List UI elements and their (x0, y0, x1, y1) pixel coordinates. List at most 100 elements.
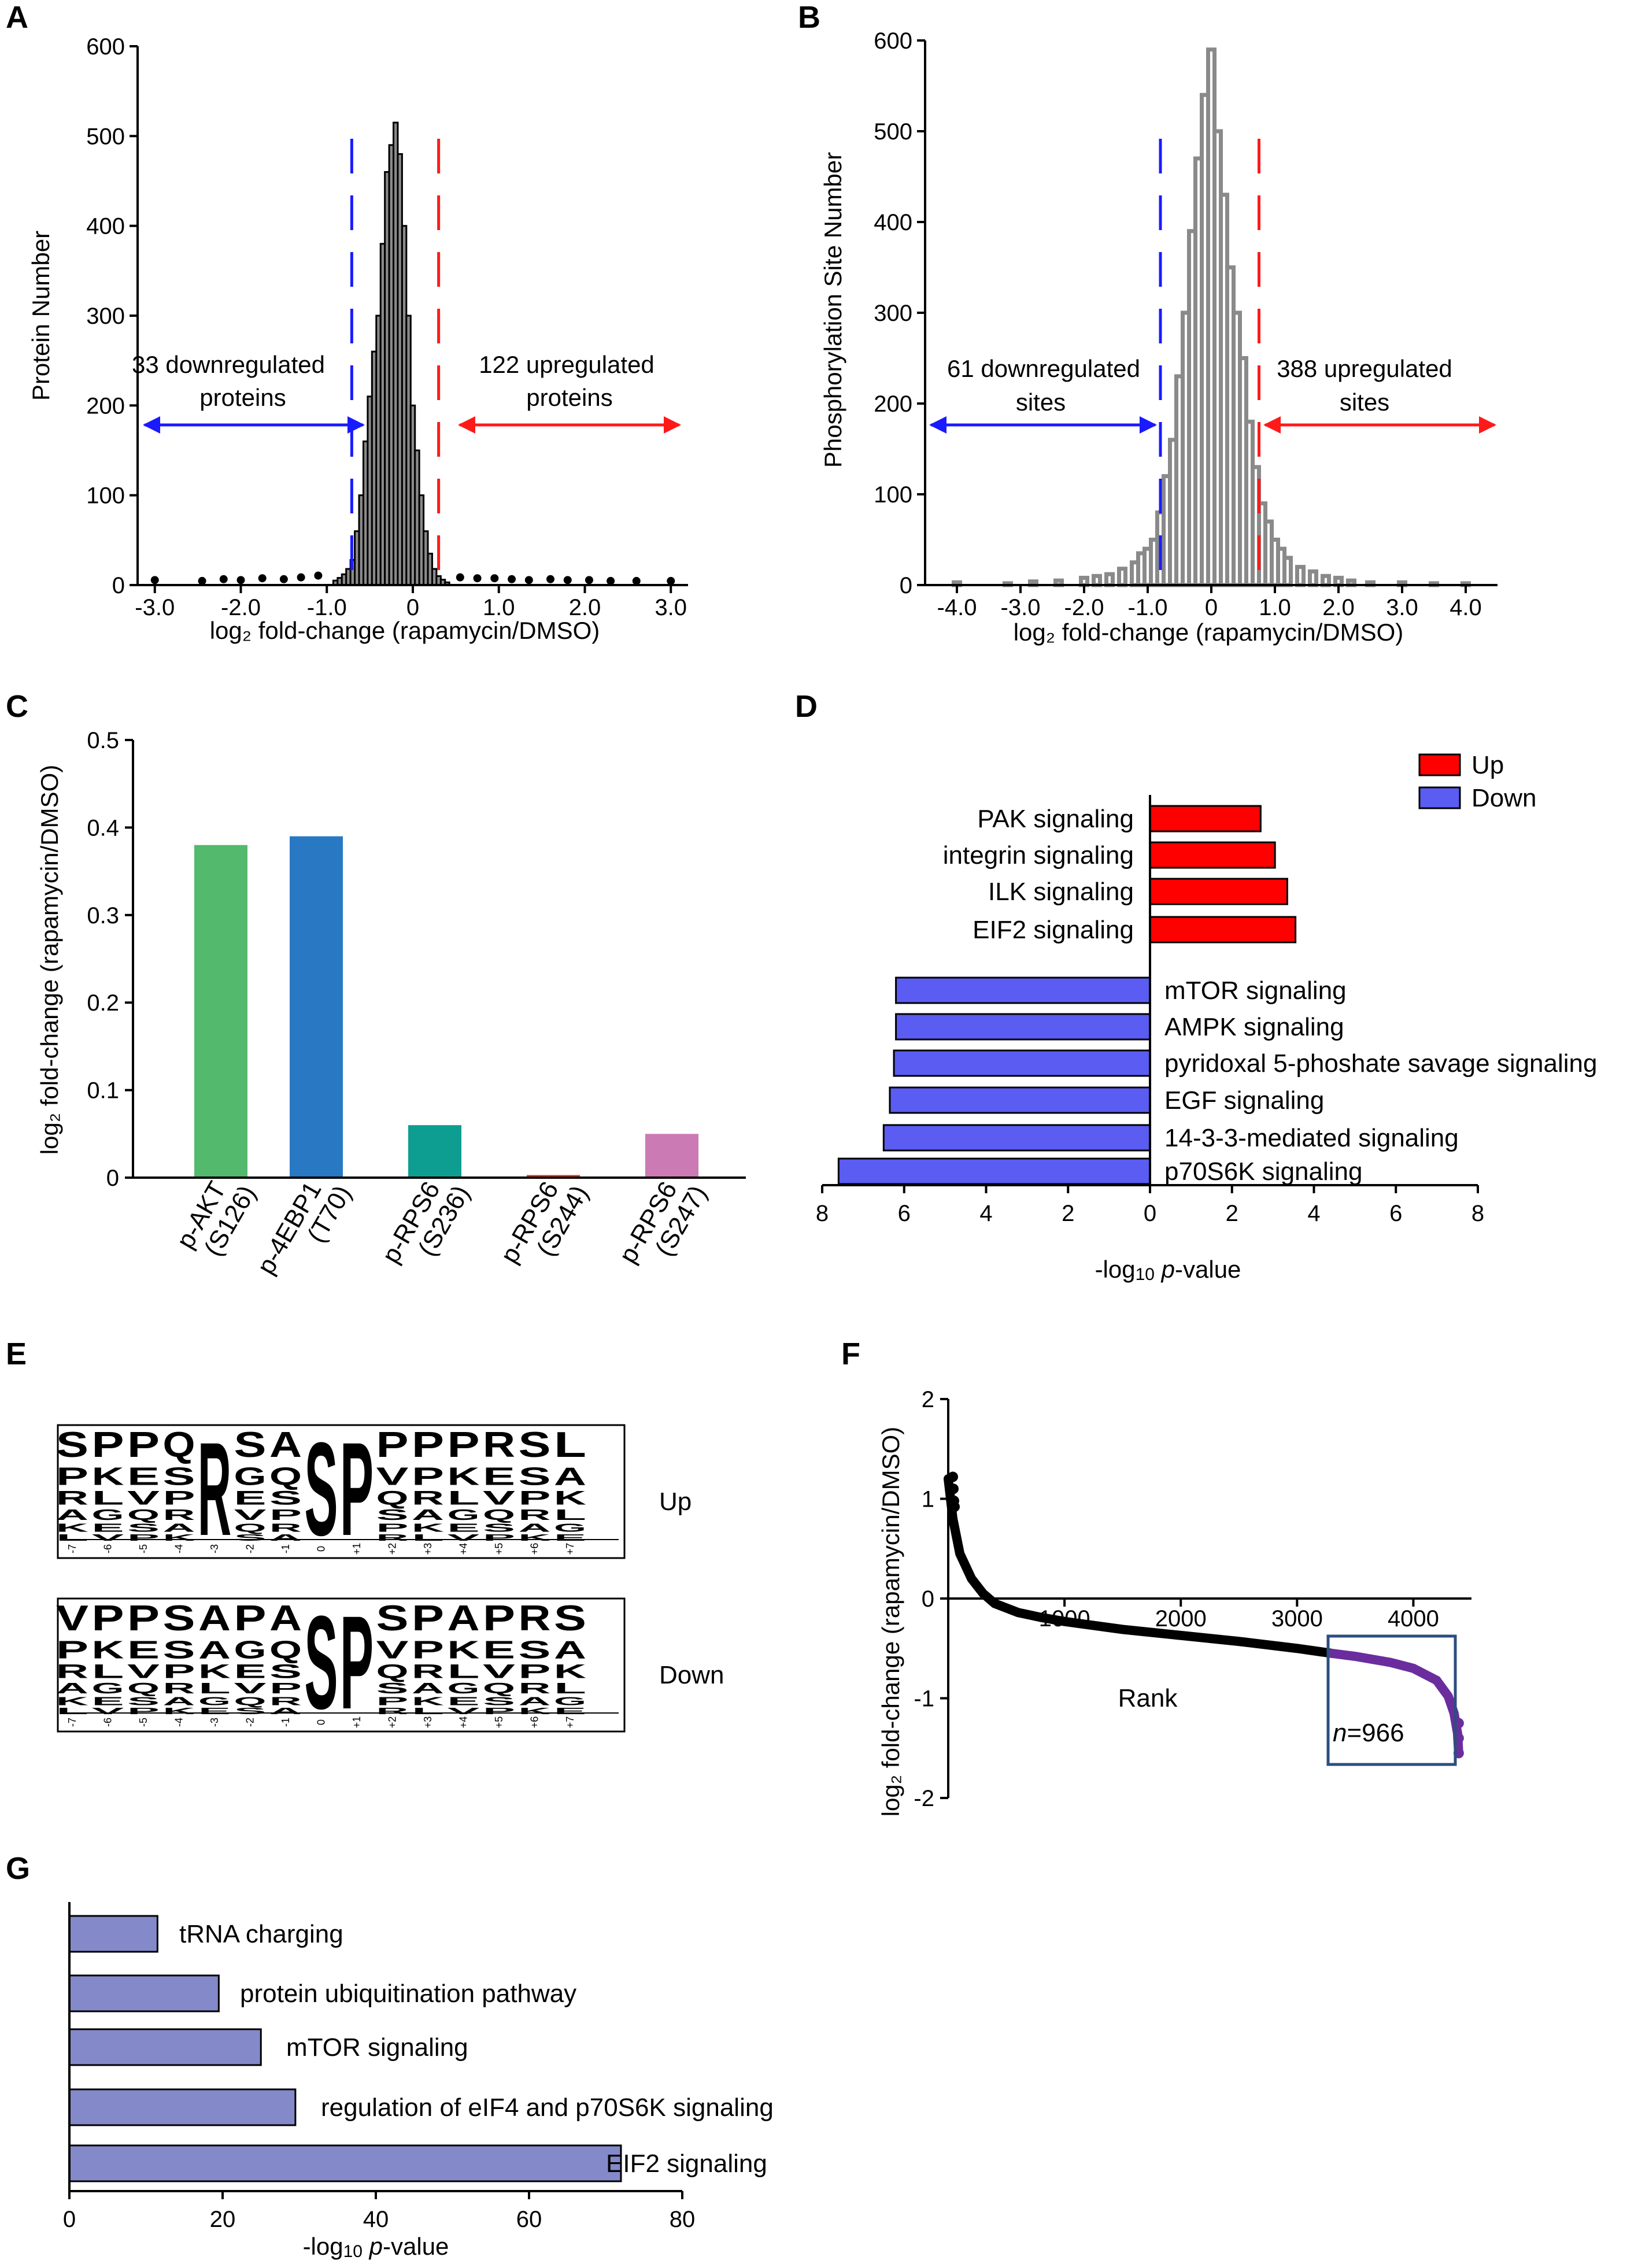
logo-residue-glyph: S (519, 1425, 551, 1465)
panel-d-down-bar (889, 1086, 1151, 1114)
logo-residue-glyph: A (269, 1533, 303, 1543)
panel-f-y-tick-label: -1 (914, 1686, 934, 1712)
logo-residue-glyph: V (127, 1488, 160, 1509)
panel-b-y-tick-label: 200 (874, 391, 912, 417)
logo-residue-glyph: S (269, 1488, 302, 1509)
logo-residue-glyph: P (412, 1462, 444, 1490)
logo-residue-glyph: L (554, 1679, 586, 1697)
logo-residue-glyph: S (127, 1695, 160, 1708)
panel-d-down-label: 14-3-3-mediated signaling (1164, 1124, 1459, 1152)
panel-d-legend-down-swatch (1418, 786, 1461, 809)
panel-b-x-tick-label: -4.0 (937, 595, 977, 620)
logo-residue-glyph: S (519, 1636, 551, 1664)
panel-f-point (949, 1501, 960, 1512)
panel-letter-d: D (795, 689, 818, 724)
logo-residue-glyph: L (56, 1533, 89, 1543)
logo-residue-glyph: G (92, 1679, 124, 1697)
logo-residue-glyph: E (448, 1695, 480, 1708)
logo-residue-glyph: E (198, 1707, 232, 1716)
logo-position-label: -7 (66, 1544, 78, 1553)
panel-g-bar (68, 2028, 262, 2066)
logo-position-label: -2 (245, 1718, 256, 1727)
panel-c-category-label: p-RPS6(S244) (495, 1167, 594, 1282)
panel-c-bar (290, 836, 343, 1178)
panel-d-down-bar (882, 1124, 1151, 1152)
logo-residue-glyph: K (519, 1707, 552, 1716)
panel-a-outlier-point (473, 574, 482, 583)
panel-a-outlier-point (456, 573, 464, 582)
panel-d-x-tick-label: 8 (1471, 1201, 1484, 1226)
panel-d-down-bar (895, 1013, 1151, 1041)
panel-f-rank-curve (944, 1474, 1337, 1658)
panel-d-up-label: ILK signaling (988, 878, 1134, 906)
logo-residue-glyph: P (92, 1599, 124, 1638)
logo-residue-glyph: P (376, 1425, 409, 1465)
panel-b-y-tick-label: 400 (874, 210, 912, 235)
panel-b-x-tick-label: 2.0 (1322, 595, 1355, 620)
logo-residue-glyph: S (234, 1425, 267, 1465)
logo-residue-glyph: Q (269, 1462, 302, 1490)
logo-residue-glyph: L (412, 1533, 445, 1543)
logo-residue-glyph: V (448, 1707, 481, 1716)
panel-letter-f: F (841, 1337, 860, 1371)
logo-residue-glyph: S (483, 1695, 515, 1708)
panel-c-y-tick-label: 0.2 (87, 990, 119, 1016)
panel-a-outlier-point (632, 576, 641, 585)
panel-f-x-tick-label: 2000 (1155, 1606, 1207, 1631)
panel-b-y-tick-label: 0 (900, 573, 912, 598)
logo-residue-glyph: A (198, 1636, 231, 1664)
panel-b-y-label: Phosphorylation Site Number (819, 152, 846, 468)
logo-residue-glyph: K (519, 1533, 552, 1543)
panel-a-x-label: log₂ fold-change (rapamycin/DMSO) (210, 617, 600, 644)
logo-residue-glyph: S (376, 1679, 409, 1697)
panel-b-x-tick-label: 3.0 (1386, 595, 1418, 620)
panel-b-bar (1308, 569, 1318, 587)
logo-residue-glyph: P (163, 1488, 195, 1509)
logo-residue-glyph: P (127, 1599, 160, 1638)
logo-residue-glyph: P (234, 1599, 267, 1638)
logo-residue-glyph: L (92, 1488, 124, 1509)
panel-g-pathway-chart: 0 20 40 60 80 tRNA charging protein ubiquitin… (63, 1902, 774, 2261)
logo-down-label: Down (659, 1661, 724, 1689)
logo-position-label: -4 (173, 1718, 185, 1727)
panel-d-x-tick-label: 2 (1226, 1201, 1238, 1226)
panel-f-y-tick-label: 2 (922, 1387, 934, 1412)
panel-c-category-label: p-RPS6(S247) (613, 1167, 712, 1282)
panel-b-bar (1295, 565, 1306, 587)
logo-residue-glyph: Q (376, 1661, 409, 1683)
panel-a-outlier-point (198, 576, 206, 585)
logo-residue-glyph: A (198, 1599, 231, 1638)
logo-residue-glyph: E (554, 1707, 587, 1716)
panel-d-legend-up-swatch (1418, 753, 1461, 776)
panel-b-up-annotation-1: 388 upregulated (1277, 355, 1452, 382)
panel-a-histogram: -3.0 -2.0 -1.0 0 1.0 2.0 3.0 0 100 200 300 400 500 6… (27, 34, 688, 644)
logo-residue-glyph: E (234, 1488, 267, 1509)
panel-a-outlier-point (563, 576, 572, 584)
logo-residue-glyph: V (56, 1599, 88, 1638)
logo-residue-glyph: S (269, 1661, 302, 1683)
panel-f-point (948, 1471, 958, 1482)
panel-b-histogram: -4.0 -3.0 -2.0 -1.0 0 1.0 2.0 3.0 4.0 0 100 200 300… (819, 28, 1498, 646)
logo-residue-glyph: P (56, 1636, 88, 1664)
logo-position-label: +4 (458, 1716, 469, 1729)
logo-residue-glyph: A (56, 1506, 89, 1523)
logo-residue-glyph: A (163, 1522, 195, 1534)
logo-position-label: +4 (458, 1543, 469, 1555)
logo-residue-glyph: P (519, 1488, 551, 1509)
logo-residue-glyph: P (412, 1599, 444, 1638)
logo-position-label: -7 (66, 1718, 78, 1727)
logo-residue-glyph: L (92, 1661, 124, 1683)
panel-a-up-annotation-1: 122 upregulated (479, 351, 655, 378)
logo-position-label: -6 (102, 1718, 114, 1727)
panel-d-down-label: pyridoxal 5-phoshate savage signaling (1164, 1049, 1598, 1078)
panel-b-x-tick-label: -2.0 (1064, 595, 1104, 620)
logo-residue-glyph: G (554, 1695, 586, 1708)
panel-d-x-tick-label: 6 (898, 1201, 911, 1226)
logo-residue-glyph: P (163, 1661, 195, 1683)
logo-down-frame (57, 1597, 626, 1733)
logo-residue-glyph: G (448, 1506, 480, 1523)
logo-residue-glyph: R (519, 1506, 552, 1523)
logo-residue-glyph: V (234, 1506, 268, 1523)
logo-residue-glyph: G (448, 1679, 480, 1697)
logo-residue-glyph: G (234, 1636, 267, 1664)
